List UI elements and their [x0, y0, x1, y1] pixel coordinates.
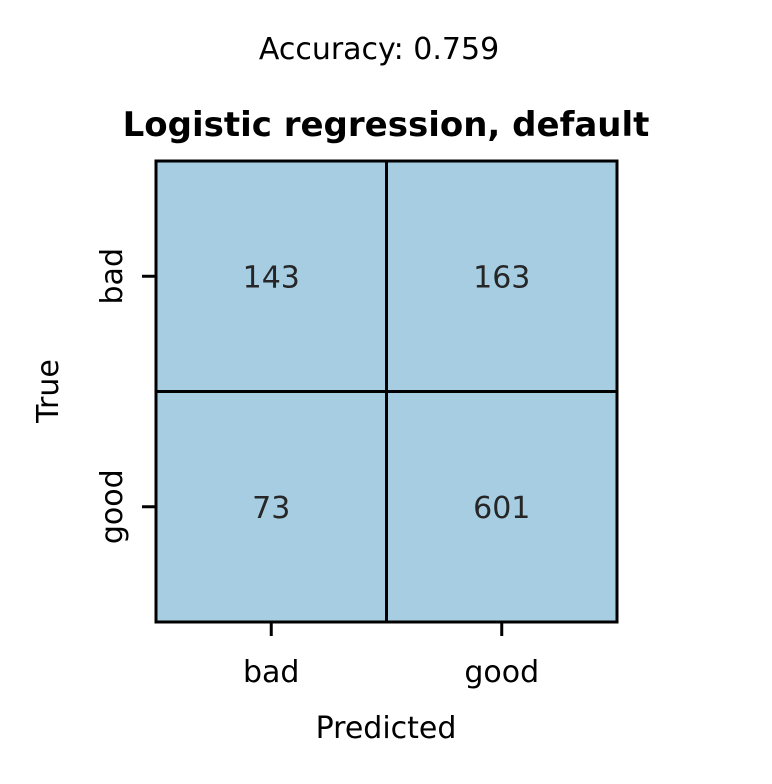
cell-value-label: 143 — [243, 260, 300, 295]
x-tick-label: good — [464, 655, 539, 690]
heatmap-cell-good-bad — [154, 390, 388, 624]
y-tick-label: bad — [95, 248, 130, 304]
heatmap-cell-bad-good — [385, 159, 619, 393]
cell-value-label: 163 — [473, 260, 530, 295]
heatmap-cell-good-good — [385, 390, 619, 624]
y-axis-label: True — [31, 359, 66, 424]
x-axis-label: Predicted — [316, 711, 457, 746]
x-tick-label: bad — [243, 655, 299, 690]
chart-title: Logistic regression, default — [123, 105, 650, 145]
axis-ticks: bad good bad good — [95, 248, 539, 690]
plot-frame — [154, 159, 619, 624]
heatmap-cells: 143 163 73 601 — [154, 159, 619, 624]
cell-value-label: 73 — [252, 491, 290, 526]
heatmap-cell-bad-bad — [154, 159, 388, 393]
chart-suptitle: Accuracy: 0.759 — [259, 32, 499, 67]
cell-value-label: 601 — [473, 491, 530, 526]
y-tick-label: good — [95, 469, 130, 544]
